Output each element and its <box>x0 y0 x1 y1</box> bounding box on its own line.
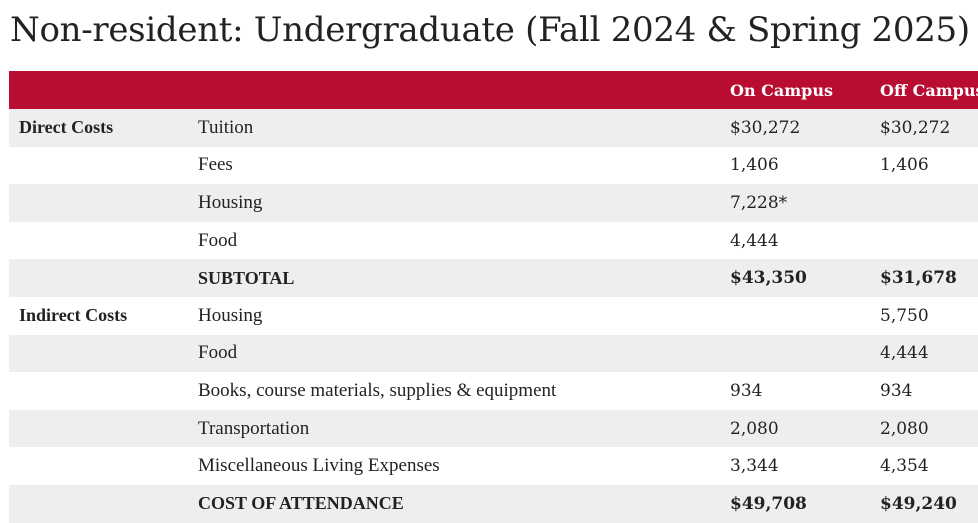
row-group-label: Direct Costs <box>19 117 114 138</box>
off-campus-value <box>870 222 978 260</box>
row-item-label: Transportation <box>198 417 310 439</box>
table-row: Housing 7,228* <box>9 184 978 222</box>
off-campus-value: 2,080 <box>880 418 929 439</box>
header-on-campus: On Campus <box>730 80 833 100</box>
table-row: Indirect Costs Housing 5,750 <box>9 297 978 335</box>
on-campus-value: 2,080 <box>730 418 779 439</box>
on-campus-value <box>720 297 870 335</box>
off-campus-value: $49,240 <box>880 493 957 514</box>
table-row: Books, course materials, supplies & equi… <box>9 372 978 410</box>
off-campus-value: 934 <box>880 380 913 401</box>
header-off-campus: Off Campus <box>880 80 978 100</box>
on-campus-value: 3,344 <box>730 456 779 477</box>
row-item-label: Books, course materials, supplies & equi… <box>198 379 557 401</box>
subtotal-row: SUBTOTAL $43,350 $31,678 <box>9 259 978 297</box>
table-row: Food 4,444 <box>9 334 978 373</box>
on-campus-value: 7,228* <box>730 192 788 213</box>
off-campus-value: 5,750 <box>880 305 929 326</box>
header-category <box>9 71 188 109</box>
row-group-label <box>9 372 188 410</box>
row-group-label <box>9 259 188 297</box>
table-row: Miscellaneous Living Expenses 3,344 4,35… <box>9 447 978 485</box>
row-item-label: COST OF ATTENDANCE <box>198 493 404 514</box>
row-item-label: Miscellaneous Living Expenses <box>198 455 440 477</box>
on-campus-value: $30,272 <box>730 117 801 138</box>
on-campus-value: 4,444 <box>730 230 779 251</box>
page-title: Non-resident: Undergraduate (Fall 2024 &… <box>10 10 970 50</box>
off-campus-value: $31,678 <box>880 268 957 289</box>
on-campus-value: $43,350 <box>730 268 807 289</box>
row-item-label: Housing <box>198 191 263 213</box>
row-item-label: Housing <box>198 304 263 326</box>
on-campus-value <box>720 335 870 373</box>
row-item-label: Fees <box>198 154 233 176</box>
off-campus-value <box>870 184 978 222</box>
row-item-label: Food <box>198 342 238 364</box>
row-group-label <box>9 222 188 260</box>
off-campus-value: 4,354 <box>880 456 929 477</box>
row-group-label: Indirect Costs <box>19 305 128 326</box>
table-row: Transportation 2,080 2,080 <box>9 409 978 448</box>
cost-of-attendance-table: On Campus Off Campus Direct Costs Tuitio… <box>9 71 978 523</box>
row-group-label <box>9 485 188 523</box>
cost-of-attendance-row: COST OF ATTENDANCE $49,708 $49,240 <box>9 484 978 523</box>
row-group-label <box>9 447 188 485</box>
on-campus-value: 1,406 <box>730 155 779 176</box>
on-campus-value: 934 <box>730 380 763 401</box>
off-campus-value: $30,272 <box>880 117 951 138</box>
table-row: Food 4,444 <box>9 222 978 260</box>
row-item-label: Food <box>198 229 238 251</box>
row-group-label <box>9 335 188 373</box>
table-row: Direct Costs Tuition $30,272 $30,272 <box>9 109 978 147</box>
row-item-label: SUBTOTAL <box>198 267 295 288</box>
off-campus-value: 1,406 <box>880 155 929 176</box>
row-group-label <box>9 147 188 185</box>
table-row: Fees 1,406 1,406 <box>9 147 978 185</box>
on-campus-value: $49,708 <box>730 493 807 514</box>
header-item <box>188 71 720 109</box>
off-campus-value: 4,444 <box>880 343 929 364</box>
row-group-label <box>9 410 188 448</box>
table-header-row: On Campus Off Campus <box>9 71 978 109</box>
row-group-label <box>9 184 188 222</box>
row-item-label: Tuition <box>198 116 254 138</box>
